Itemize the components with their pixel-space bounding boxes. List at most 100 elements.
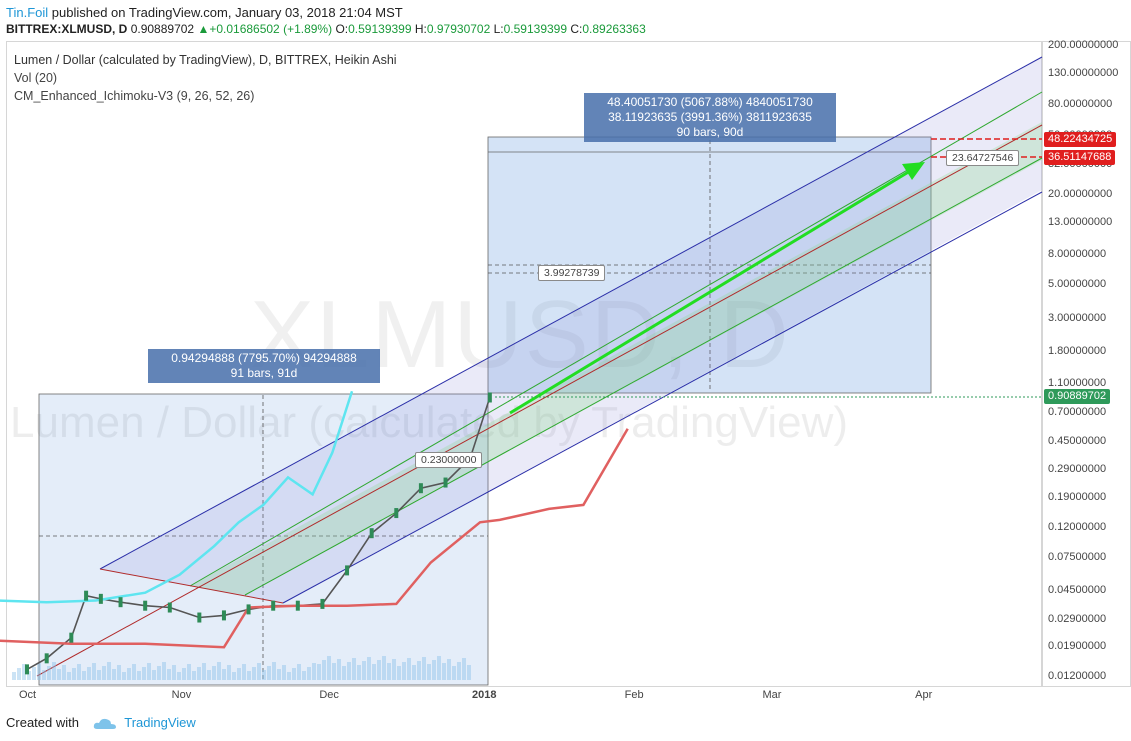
price-tag-36.51: 36.51147688 [1044, 150, 1116, 165]
volume-bar [342, 666, 346, 680]
volume-bar [452, 666, 456, 680]
measure-left-line1: 0.94294888 (7795.70%) 94294888 [171, 351, 357, 365]
volume-bar [77, 664, 81, 680]
candle [246, 604, 251, 615]
change-up-icon: ▲ [197, 22, 210, 36]
close-value: 0.89263363 [582, 22, 646, 36]
measure-left-box [38, 393, 489, 686]
open-label: O: [335, 22, 349, 36]
volume-bar [307, 667, 311, 680]
volume-bar [382, 656, 386, 680]
callout-price-0.23[interactable]: 0.23000000 [415, 452, 483, 468]
volume-bar [187, 664, 191, 680]
volume-bar [137, 671, 141, 680]
volume-bar [147, 663, 151, 680]
volume-bar [42, 670, 46, 680]
volume-bar [152, 670, 156, 680]
volume-bar [332, 663, 336, 680]
volume-bar [52, 662, 56, 680]
volume-bar [282, 665, 286, 680]
x-tick-label: Apr [915, 689, 933, 701]
candle [221, 610, 226, 621]
volume-bar [92, 663, 96, 680]
measure-right-label: 48.40051730 (5067.88%) 4840051730 38.119… [584, 93, 836, 142]
tradingview-link[interactable]: TradingView [124, 715, 196, 730]
volume-bar [302, 671, 306, 680]
volume-bar [202, 663, 206, 680]
volume-bar [407, 658, 411, 680]
y-tick-label: 0.45000000 [1048, 434, 1107, 447]
tradingview-cloud-icon [93, 718, 116, 729]
indicator-volume[interactable]: Vol (20) [14, 71, 58, 85]
close-label: C: [570, 22, 583, 36]
candle [369, 528, 374, 539]
lagging-span-line [0, 390, 354, 604]
volume-bar [457, 662, 461, 680]
author-link[interactable]: Tin.Foil [6, 5, 49, 20]
candle [44, 653, 49, 664]
high-label: H: [414, 22, 427, 36]
candle [167, 602, 172, 613]
high-value: 0.97930702 [426, 22, 491, 36]
volume-bar [297, 664, 301, 680]
y-tick-label: 3.00000000 [1048, 311, 1107, 324]
volume-bar [227, 665, 231, 680]
volume-bar [17, 668, 21, 680]
volume-bar [257, 663, 261, 680]
volume-bar [357, 665, 361, 680]
low-value: 0.59139399 [503, 22, 568, 36]
open-value: 0.59139399 [348, 22, 412, 36]
candle [487, 392, 492, 403]
pitchfork-green-upper [189, 91, 1043, 587]
volume-bar [32, 667, 36, 680]
candle [84, 590, 89, 601]
volume-bar [272, 662, 276, 680]
pitchfork-lower-line [282, 191, 1043, 604]
candle [271, 600, 276, 611]
volume-bar [387, 663, 391, 680]
callout-price-23.64[interactable]: 23.64727546 [946, 150, 1020, 166]
measure-left-label: 0.94294888 (7795.70%) 94294888 91 bars, … [148, 349, 380, 383]
volume-bar [172, 665, 176, 680]
projection-arrow [509, 166, 916, 415]
x-tick-label: Mar [762, 689, 782, 701]
volume-bar [27, 671, 31, 680]
indicator-ichimoku[interactable]: CM_Enhanced_Ichimoku-V3 (9, 26, 52, 26) [14, 89, 255, 103]
volume-bar [67, 672, 71, 680]
candle [25, 664, 29, 675]
y-tick-label: 0.70000000 [1048, 406, 1107, 419]
volume-bar [182, 668, 186, 680]
current-price-tag: 0.90889702 [1044, 389, 1111, 404]
y-tick-label: 20.00000000 [1048, 188, 1113, 201]
volume-bar [352, 658, 356, 680]
volume-bar [222, 669, 226, 680]
volume-bar [232, 672, 236, 680]
volume-bar [337, 659, 341, 680]
candle [443, 477, 448, 488]
callout-price-3.99[interactable]: 3.99278739 [538, 265, 606, 281]
pitchfork-median [36, 124, 1043, 677]
volume-bar [277, 669, 281, 680]
y-tick-label: 0.01200000 [1048, 670, 1107, 682]
volume-bar [322, 660, 326, 680]
price-change: +0.01686502 (+1.89%) [209, 22, 333, 36]
volume-bar [177, 672, 181, 680]
y-tick-label: 200.00000000 [1048, 39, 1119, 51]
volume-bar [62, 665, 66, 680]
volume-bar [22, 664, 26, 680]
volume-bar [372, 664, 376, 680]
volume-bar [192, 671, 196, 680]
symbol-name: BITTREX:XLMUSD, D [6, 22, 128, 36]
volume-bar [212, 666, 216, 680]
candle [418, 483, 423, 494]
volume-bar [72, 668, 76, 680]
candle [98, 593, 103, 604]
y-tick-label: 0.19000000 [1048, 490, 1107, 503]
candle [345, 565, 350, 576]
candle [118, 597, 123, 608]
volume-bar [437, 656, 441, 680]
volume-bar [327, 656, 331, 680]
volume-bar [207, 670, 211, 680]
volume-bar [412, 665, 416, 680]
pitchfork-green-lower [244, 157, 1043, 596]
